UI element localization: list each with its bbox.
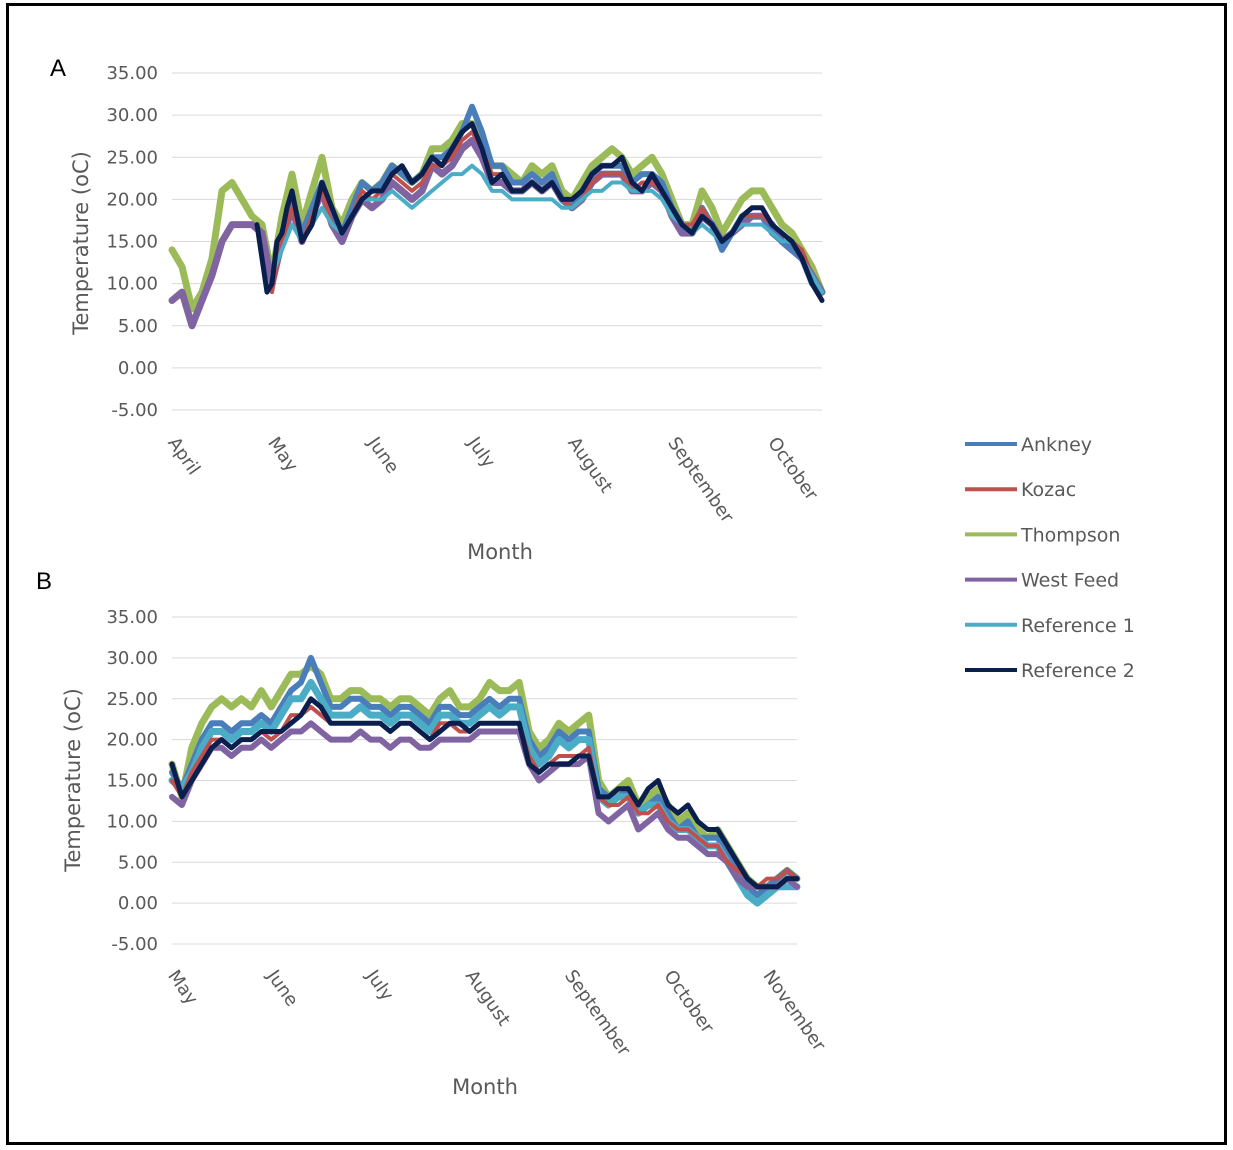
panel-a-chart: A 35.00 30.00 25.00 20.00 15.00 10.00 5.00 0.00 -… [50,55,826,564]
x-tick-label: June [262,965,302,1010]
y-tick-label: 30.00 [106,105,158,126]
x-tick-label: May [163,966,202,1009]
y-tick-label: 25.00 [106,689,158,710]
y-axis-title: Temperature (oC) [69,151,93,336]
y-tick-label: -5.00 [111,400,158,421]
legend-label-west-feed: West Feed [1021,570,1119,592]
y-tick-label: 20.00 [106,189,158,210]
y-tick-label: 5.00 [118,852,158,873]
legend-label-reference-1: Reference 1 [1021,615,1135,637]
x-tick-label: April [163,433,204,479]
panel-letter: B [36,568,52,595]
y-tick-label: 10.00 [106,811,158,832]
y-tick-label: 10.00 [106,274,158,295]
series-line-thompson [168,662,801,891]
x-tick-label: October [659,966,718,1038]
series-line-reference-2 [254,121,825,303]
legend-label-reference-2: Reference 2 [1021,660,1135,682]
legend-label-kozac: Kozac [1021,479,1076,501]
x-tick-label: June [363,432,403,477]
y-tick-label: 5.00 [118,316,158,337]
x-tick-label: October [763,433,822,505]
x-tick-label: July [361,965,398,1005]
figure-frame [6,3,1227,1145]
y-tick-label: 20.00 [106,730,158,751]
x-axis-title: Month [467,540,533,564]
y-tick-label: 35.00 [106,63,158,84]
y-tick-label: 15.00 [106,771,158,792]
y-tick-label: 0.00 [118,893,158,914]
panel-letter: A [50,55,66,82]
series-line-reference-2 [169,696,800,890]
y-axis-title: Temperature (oC) [61,688,85,873]
y-tick-label: 30.00 [106,648,158,669]
y-tick-label: 25.00 [106,147,158,168]
x-tick-label: September [663,433,738,527]
legend-label-ankney: Ankney [1021,434,1092,456]
legend-label-thompson: Thompson [1020,524,1120,546]
x-tick-label: November [759,966,830,1055]
y-tick-label: 15.00 [106,232,158,253]
y-tick-label: -5.00 [111,934,158,955]
x-tick-label: August [563,433,616,497]
x-tick-label: August [461,966,514,1030]
series-line-west-feed [169,720,800,890]
y-tick-label: 0.00 [118,358,158,379]
x-axis-title: Month [452,1075,518,1099]
x-tick-label: September [560,966,635,1060]
legend: Ankney Kozac Thompson West Feed Reference 1 R… [965,434,1135,682]
x-tick-label: May [263,433,302,476]
y-tick-label: 35.00 [106,607,158,628]
panel-b-chart: B 35.00 30.00 25.00 20.00 15.00 10.00 5.00 0.00 -… [36,568,830,1099]
x-tick-label: July [463,432,500,472]
